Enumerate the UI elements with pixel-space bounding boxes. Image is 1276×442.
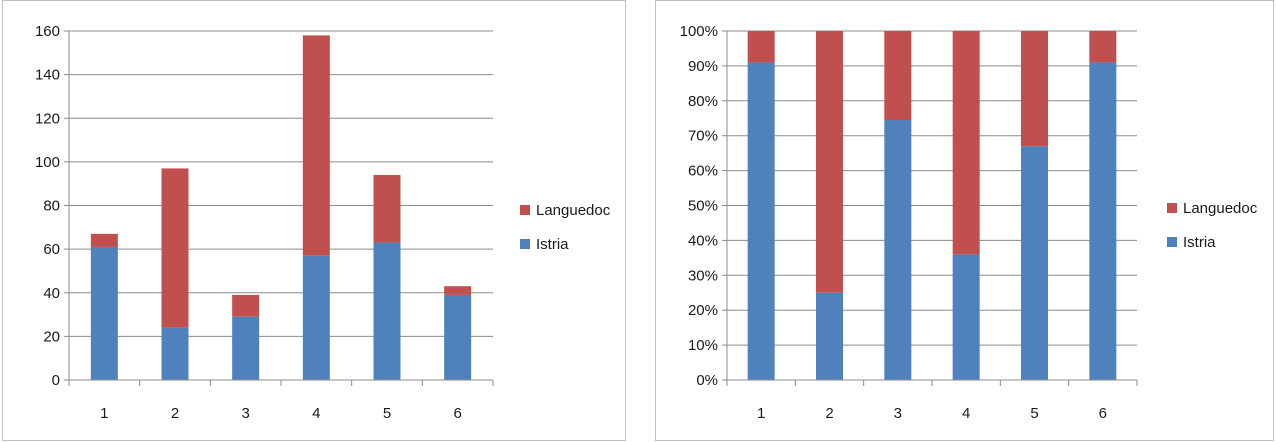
bar-istria-2 [816, 292, 843, 380]
y-tick-label: 30% [688, 267, 718, 284]
y-tick-label: 90% [688, 58, 718, 75]
bar-istria-4 [952, 254, 980, 380]
y-tick-label: 100 [35, 154, 60, 171]
y-tick-label: 140 [35, 67, 60, 84]
bar-languedoc-4 [302, 35, 330, 256]
x-tick-label: 3 [894, 405, 902, 422]
legend-label-languedoc: Languedoc [1183, 200, 1258, 217]
legend-swatch-istria [1167, 237, 1177, 247]
y-tick-label: 160 [35, 23, 60, 40]
stacked-count-chart: 0 20 40 60 80 100 120 140 160 1 2 3 4 5 6 Languedoc Istr… [2, 0, 626, 441]
stacked-count-chart-svg: 0 20 40 60 80 100 120 140 160 1 2 3 4 5 6 Languedoc Istr… [35, 23, 611, 422]
y-tick-label: 120 [35, 110, 60, 127]
x-tick-label: 2 [825, 405, 833, 422]
stacked-percent-chart-svg: 0% 10% 20% 30% 40% 50% 60% 70% 80% 90% 100% 1 2 3 4 5 6 L… [680, 23, 1258, 422]
y-tick-label: 0 [52, 372, 60, 389]
bar-languedoc-1 [90, 233, 118, 247]
y-tick-label: 70% [688, 128, 718, 145]
bar-languedoc-4 [952, 31, 980, 255]
bar-istria-6 [444, 294, 472, 380]
x-tick-label: 6 [1099, 405, 1107, 422]
legend-swatch-istria [520, 239, 530, 249]
bar-istria-2 [161, 327, 189, 380]
bar-istria-5 [373, 242, 401, 380]
y-tick-label: 60 [43, 241, 60, 258]
x-tick-label: 4 [962, 405, 970, 422]
x-tick-label: 1 [757, 405, 765, 422]
y-tick-label: 60% [688, 163, 718, 180]
bar-istria-3 [884, 119, 912, 381]
bar-istria-4 [302, 255, 330, 380]
bar-languedoc-5 [373, 174, 401, 243]
y-tick-label: 40 [43, 285, 60, 302]
bar-languedoc-3 [232, 294, 260, 317]
y-tick-label: 40% [688, 232, 718, 249]
bar-istria-3 [232, 316, 260, 380]
y-tick-label: 20 [43, 328, 60, 345]
y-tick-label: 80% [688, 93, 718, 110]
bar-languedoc-1 [747, 31, 775, 63]
y-tick-label: 100% [680, 23, 718, 40]
y-tick-label: 20% [688, 302, 718, 319]
bar-languedoc-3 [884, 31, 912, 120]
bar-istria-6 [1089, 62, 1117, 380]
y-tick-label: 0% [696, 372, 718, 389]
bar-istria-1 [90, 246, 118, 380]
x-tick-label: 1 [100, 405, 108, 422]
stacked-percent-chart: 0% 10% 20% 30% 40% 50% 60% 70% 80% 90% 100% 1 2 3 4 5 6 L… [655, 0, 1274, 441]
legend-label-istria: Istria [536, 236, 569, 253]
x-tick-label: 5 [383, 405, 391, 422]
x-tick-label: 4 [312, 405, 320, 422]
legend-label-languedoc: Languedoc [536, 202, 611, 219]
bar-languedoc-6 [444, 286, 472, 295]
legend-swatch-languedoc [520, 205, 530, 215]
bar-istria-1 [747, 62, 775, 380]
x-tick-label: 2 [171, 405, 179, 422]
y-tick-label: 80 [43, 198, 60, 215]
bar-languedoc-6 [1089, 31, 1117, 63]
legend-label-istria: Istria [1183, 234, 1216, 251]
x-tick-label: 5 [1030, 405, 1038, 422]
bar-languedoc-5 [1021, 31, 1048, 147]
bar-languedoc-2 [161, 168, 189, 328]
y-tick-label: 10% [688, 337, 718, 354]
bar-languedoc-2 [816, 31, 843, 293]
x-tick-label: 6 [453, 405, 461, 422]
legend-swatch-languedoc [1167, 203, 1177, 213]
x-tick-label: 3 [241, 405, 249, 422]
y-tick-label: 50% [688, 198, 718, 215]
bar-istria-5 [1021, 146, 1048, 380]
